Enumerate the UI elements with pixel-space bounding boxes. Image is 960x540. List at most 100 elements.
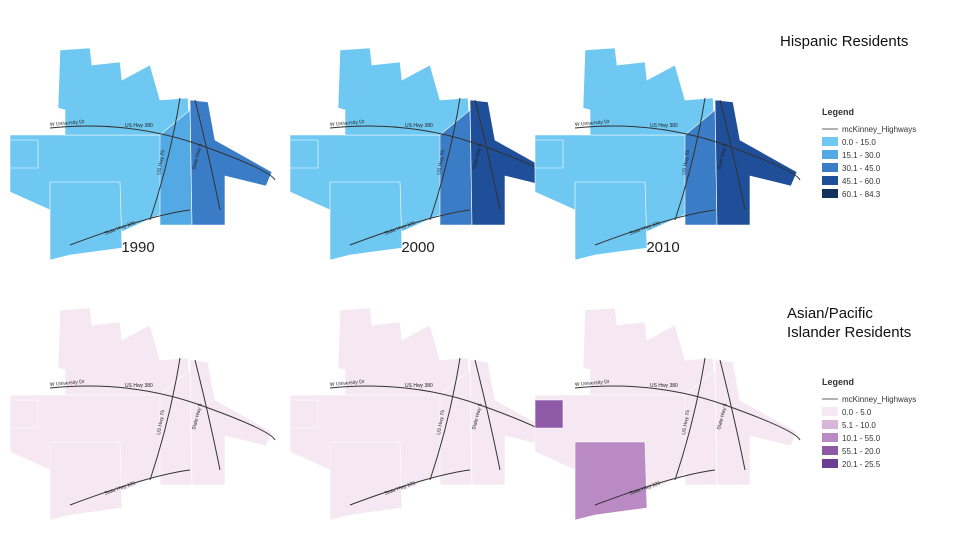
highway [49, 385, 276, 441]
highway-label: US Hwy 380 [650, 383, 678, 389]
map-zone [189, 359, 273, 486]
highway [474, 99, 501, 211]
section-title: Asian/Pacific Islander Residents [787, 305, 911, 341]
legend-label: 45.1 - 60.0 [842, 177, 881, 186]
highway [574, 125, 801, 181]
map-zone [49, 441, 123, 521]
highway-label: W University Dr [330, 119, 365, 128]
highway-label: US Hwy 75 [156, 149, 166, 175]
highway-label: US Hwy 380 [125, 383, 153, 389]
map-zone [289, 139, 319, 169]
title-line: Islander Residents [787, 324, 911, 341]
map-zone [159, 369, 193, 486]
map-zone [574, 181, 648, 261]
map-zone [159, 109, 193, 226]
highway [594, 209, 716, 246]
section-title: Hispanic Residents [780, 33, 908, 50]
highway [594, 469, 716, 506]
map-zone [714, 99, 798, 226]
legend-title: Legend [822, 107, 854, 117]
highway [474, 359, 501, 471]
map-zone [57, 307, 191, 396]
highway [574, 385, 801, 441]
highway [719, 99, 746, 211]
legend-label: 15.1 - 30.0 [842, 151, 881, 160]
legend-swatch [822, 163, 838, 172]
legend-swatch [822, 150, 838, 159]
highway [149, 357, 181, 481]
highway [349, 469, 471, 506]
map-zone [9, 139, 39, 169]
map-year: 1990 [121, 239, 154, 256]
map-zone [289, 399, 319, 429]
map-zone [337, 307, 471, 396]
map-zone [684, 369, 718, 486]
legend-label: 30.1 - 45.0 [842, 164, 881, 173]
legend-swatch [822, 407, 838, 416]
map-zone [534, 139, 564, 169]
legend-swatch [822, 446, 838, 455]
highway [719, 359, 746, 471]
legend-swatch [822, 420, 838, 429]
highway [49, 125, 276, 181]
highway [674, 357, 706, 481]
highway [429, 97, 461, 221]
map-zone [582, 307, 716, 396]
highway-label: US Hwy 75 [681, 149, 691, 175]
map-zone [329, 181, 403, 261]
highway [349, 209, 471, 246]
highway-label: US Hwy 380 [405, 123, 433, 129]
legend-label: 0.0 - 15.0 [842, 138, 876, 147]
legend-label: 0.0 - 5.0 [842, 408, 872, 417]
highway-label: US Hwy 380 [650, 123, 678, 129]
highway [674, 97, 706, 221]
map-zone [329, 441, 403, 521]
map-zone [9, 399, 39, 429]
legend-label: 60.1 - 84.3 [842, 190, 881, 199]
title-line: Asian/Pacific [787, 305, 873, 322]
map-zone [714, 359, 798, 486]
map-zone [337, 47, 471, 136]
legend-title: Legend [822, 377, 854, 387]
map-zone [49, 181, 123, 261]
map-zone [582, 47, 716, 136]
highway-label: W University Dr [575, 119, 610, 128]
highway [194, 99, 221, 211]
legend-label: 10.1 - 55.0 [842, 434, 881, 443]
map-zone [574, 441, 648, 521]
highway [429, 357, 461, 481]
map-year: 2000 [401, 239, 434, 256]
legend: Legend mcKinney_Highways 0.0 - 15.0 15.1 - … [822, 107, 916, 199]
legend-label: 5.1 - 10.0 [842, 421, 876, 430]
highway [149, 97, 181, 221]
highway-label: W University Dr [50, 379, 85, 388]
map-zone [534, 399, 564, 429]
legend-swatch [822, 459, 838, 468]
legend-swatch [822, 433, 838, 442]
highway-label: US Hwy 75 [436, 149, 446, 175]
highway [194, 359, 221, 471]
map-zone [439, 369, 473, 486]
highway-label: W University Dr [330, 379, 365, 388]
highway-label: US Hwy 75 [156, 409, 166, 435]
legend-swatch [822, 176, 838, 185]
legend: Legend mcKinney_Highways 0.0 - 5.0 5.1 - 10… [822, 377, 916, 469]
legend-label: 55.1 - 20.0 [842, 447, 881, 456]
legend-highway-label: mcKinney_Highways [842, 395, 916, 404]
map-zone [189, 99, 273, 226]
map-zone [439, 109, 473, 226]
highway-label: US Hwy 380 [405, 383, 433, 389]
highway [69, 469, 191, 506]
map-year: 2010 [646, 239, 679, 256]
highway-label: US Hwy 380 [125, 123, 153, 129]
legend-swatch [822, 137, 838, 146]
legend-label: 20.1 - 25.5 [842, 460, 881, 469]
highway [69, 209, 191, 246]
